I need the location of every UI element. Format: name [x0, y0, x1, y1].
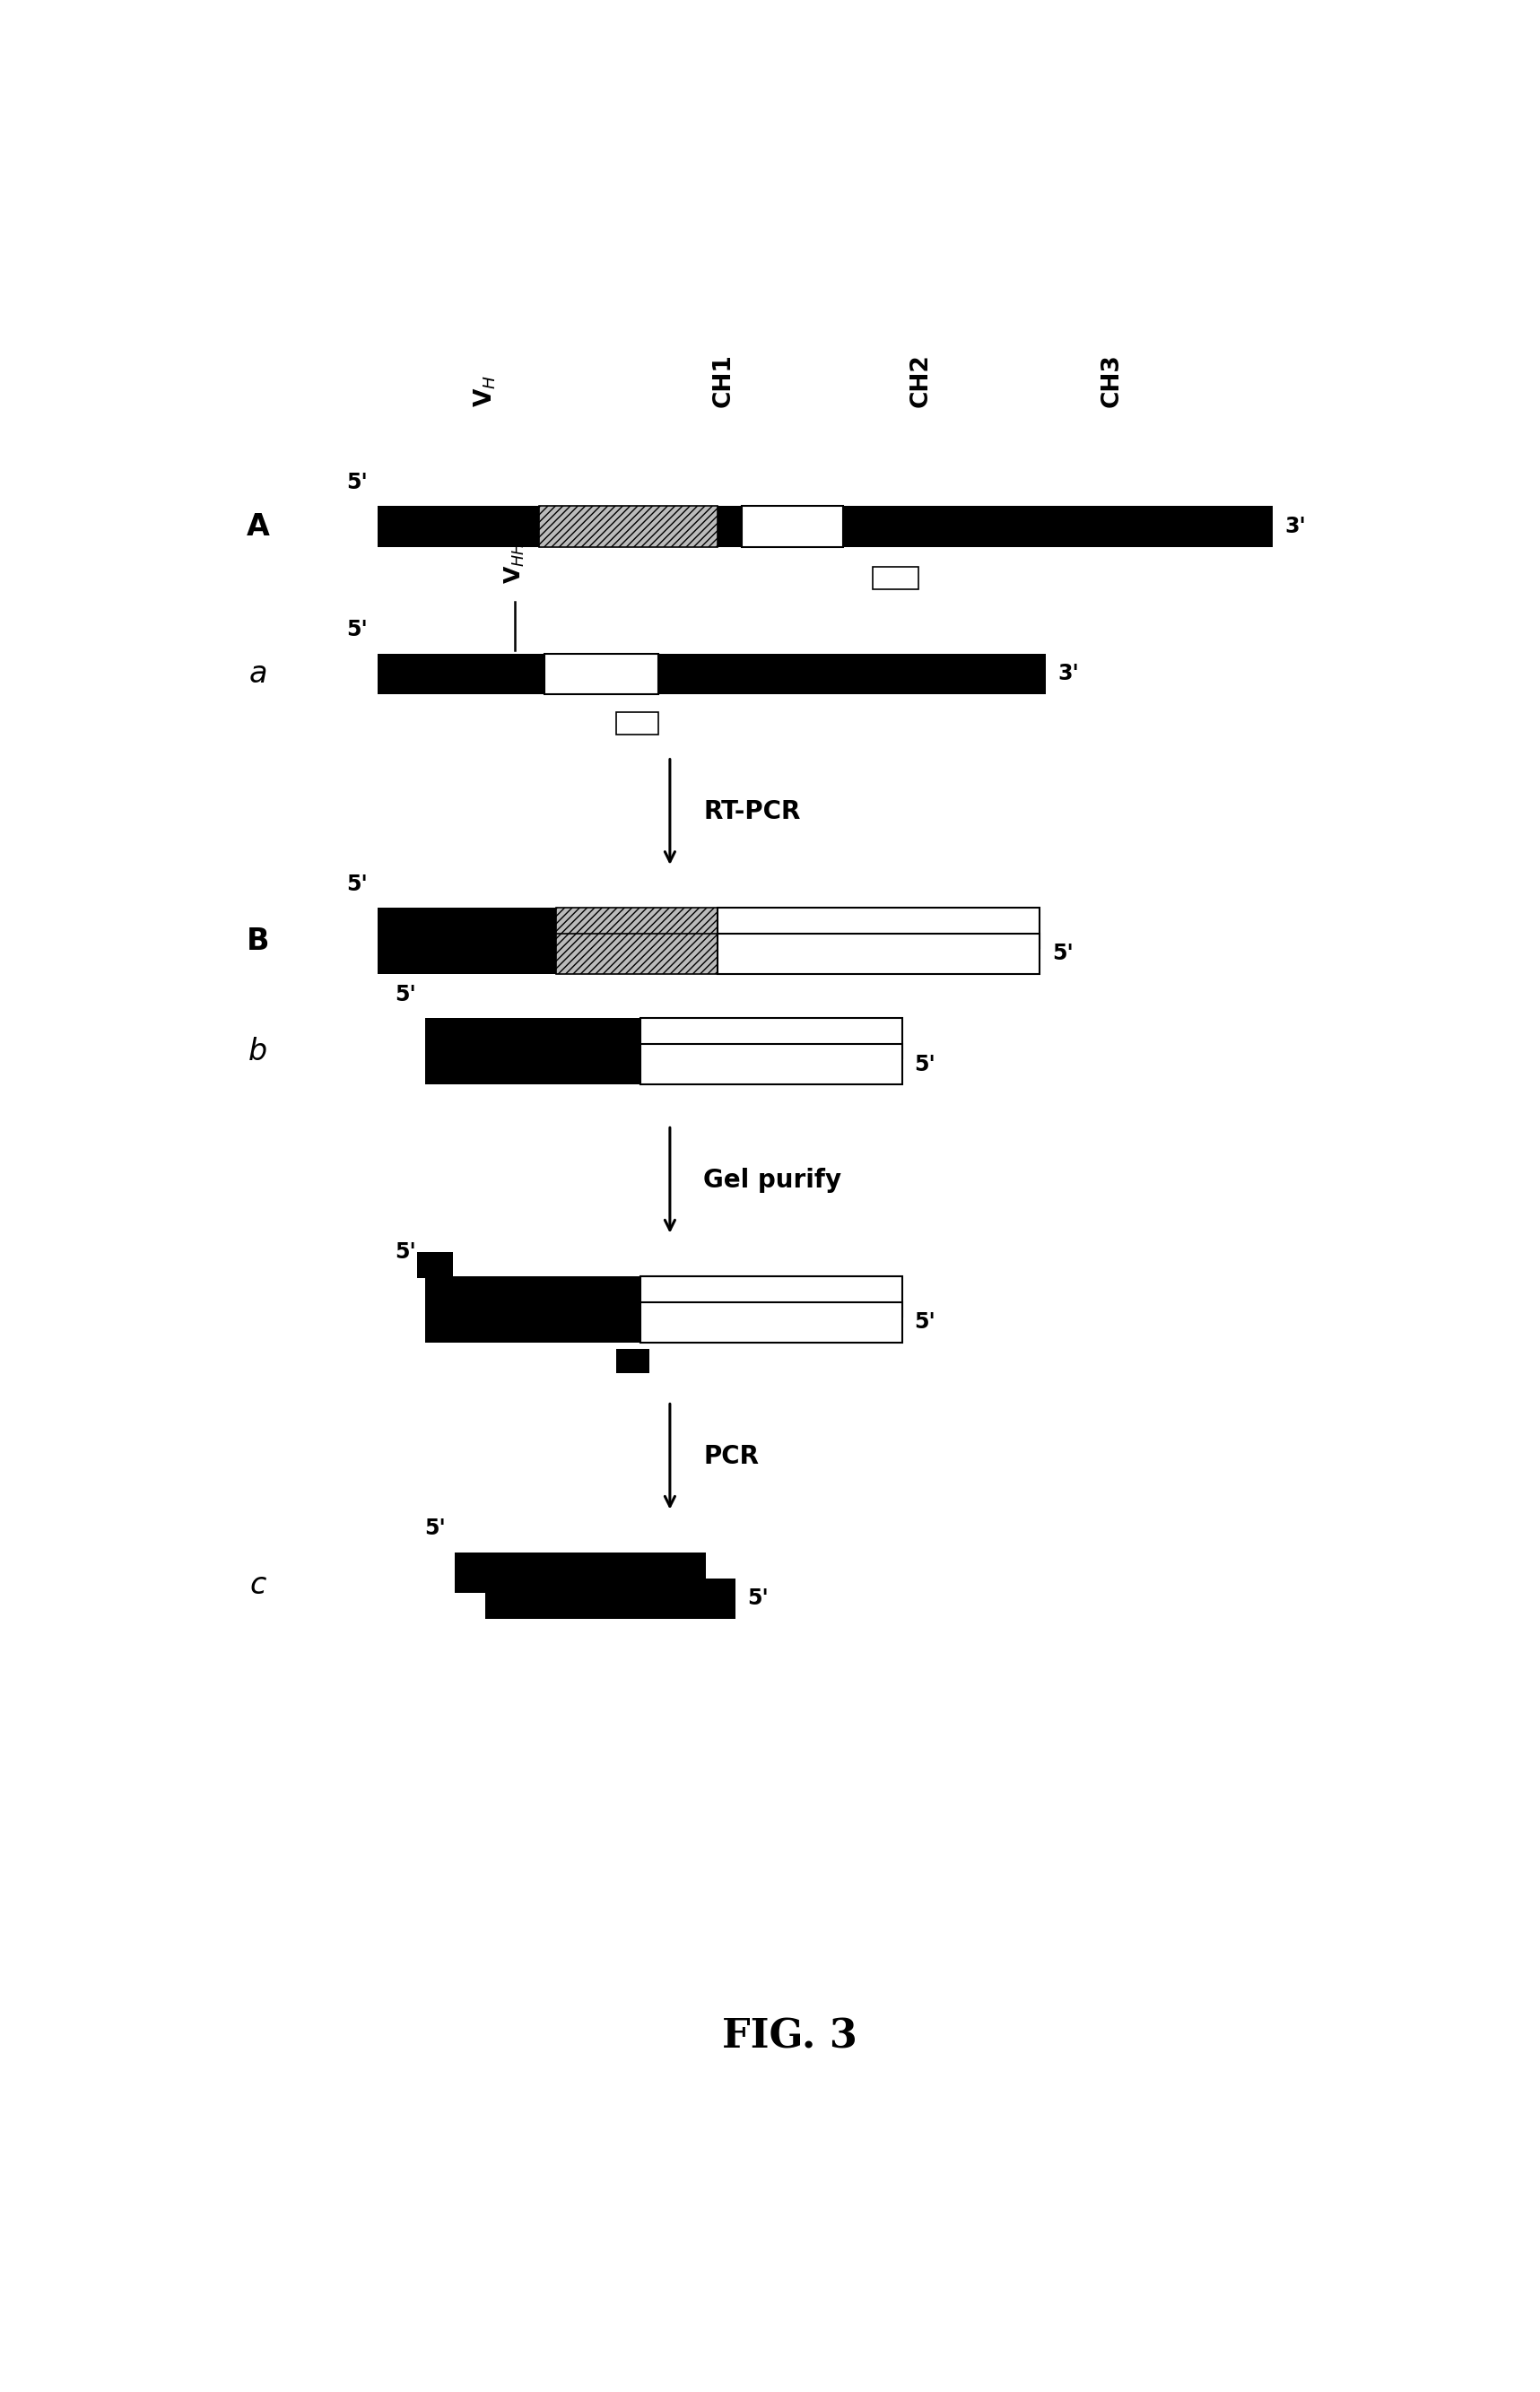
Text: 5': 5' [915, 1311, 936, 1332]
Bar [545, 653, 658, 694]
Bar [556, 933, 718, 974]
Bar [425, 1275, 641, 1316]
Text: CH1: CH1 [711, 354, 735, 407]
Bar [641, 1301, 902, 1342]
Text: V$_H$: V$_H$ [473, 376, 497, 407]
Bar [377, 507, 1272, 548]
Bar [641, 1019, 902, 1060]
Bar [425, 1301, 641, 1342]
Bar [539, 507, 718, 548]
Text: CH2: CH2 [909, 354, 932, 407]
Text: b: b [248, 1036, 268, 1067]
Bar [377, 907, 556, 947]
Text: 5': 5' [747, 1588, 768, 1610]
Text: 3': 3' [1284, 517, 1306, 538]
Text: 5': 5' [424, 1519, 445, 1540]
Text: A: A [246, 512, 270, 541]
Text: RT-PCR: RT-PCR [704, 799, 801, 825]
Text: B: B [246, 926, 270, 957]
Bar [718, 933, 1040, 974]
Bar [425, 1019, 641, 1060]
Bar [485, 1579, 736, 1619]
Text: FIG. 3: FIG. 3 [722, 2016, 856, 2057]
Text: 5': 5' [346, 620, 368, 641]
Text: 5': 5' [394, 983, 416, 1005]
Bar [616, 1349, 650, 1373]
Text: 5': 5' [346, 471, 368, 493]
Bar [616, 713, 658, 734]
Bar [556, 907, 718, 947]
Bar [456, 1552, 705, 1593]
Bar [641, 1275, 902, 1316]
Bar [641, 1043, 902, 1084]
Text: c: c [249, 1572, 266, 1600]
Bar [377, 933, 556, 974]
Text: V$_{HH}$: V$_{HH}$ [504, 541, 527, 584]
Bar [417, 1251, 453, 1277]
Text: Gel purify: Gel purify [704, 1167, 841, 1194]
Bar [718, 907, 1040, 947]
Text: 5': 5' [346, 873, 368, 895]
Text: PCR: PCR [704, 1445, 759, 1469]
Text: 5': 5' [394, 1241, 416, 1263]
Text: 5': 5' [1052, 942, 1073, 964]
Bar [377, 653, 1046, 694]
Text: 3': 3' [1058, 663, 1080, 684]
Bar [425, 1043, 641, 1084]
Bar [742, 507, 842, 548]
Text: CH3: CH3 [1100, 354, 1123, 407]
Text: 5': 5' [915, 1052, 936, 1074]
Text: a: a [249, 660, 268, 689]
Bar [873, 567, 918, 588]
